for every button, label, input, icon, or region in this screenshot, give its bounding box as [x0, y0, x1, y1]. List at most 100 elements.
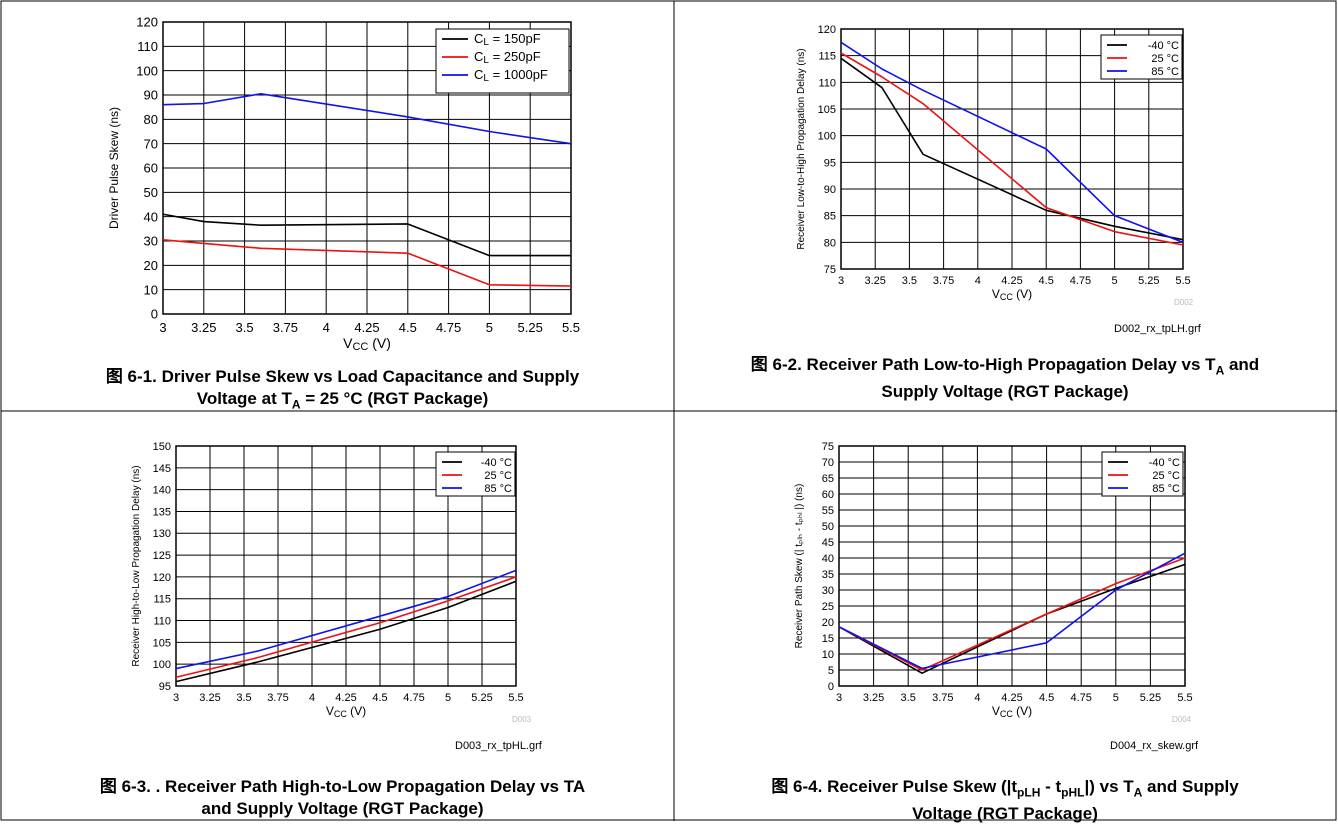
x-axis-label: VCC (V)	[343, 335, 391, 353]
y-tick-label: 115	[153, 594, 171, 606]
chart-2-grid	[840, 28, 1184, 270]
y-tick-label: 80	[824, 237, 836, 249]
y-tick-label: 70	[144, 136, 158, 151]
x-tick-label: 4	[975, 275, 981, 287]
x-tick-label: 4.25	[354, 320, 379, 335]
legend-label: CL = 250pF	[474, 49, 541, 66]
series-line	[175, 580, 517, 683]
y-tick-label: 120	[818, 24, 836, 36]
y-tick-label: 30	[822, 585, 834, 597]
y-tick-label: 50	[822, 521, 834, 533]
series-line	[840, 52, 1184, 246]
y-axis-label: Driver Pulse Skew (ns)	[107, 107, 121, 229]
y-axis-label: Receiver Low-to-High Propagation Delay (…	[796, 48, 807, 249]
y-tick-label: 100	[153, 659, 171, 671]
y-tick-label: 20	[144, 258, 158, 273]
y-tick-label: 90	[824, 184, 836, 196]
x-tick-label: 4	[309, 692, 315, 704]
x-tick-label: 4.75	[1070, 275, 1091, 287]
x-tick-label: 3.25	[191, 320, 216, 335]
chart-4-caption-line1: 图 6-4. Receiver Pulse Skew (|tpLH - tpHL…	[771, 777, 1239, 800]
x-tick-label: 4.5	[1039, 275, 1054, 287]
y-tick-label: 80	[144, 112, 158, 127]
y-tick-label: 40	[144, 209, 158, 224]
x-tick-label: 3	[159, 320, 166, 335]
x-tick-label: 4.5	[1039, 692, 1054, 704]
x-axis-label: VCC (V)	[992, 704, 1032, 719]
chart-4-caption: 图 6-4. Receiver Pulse Skew (|tpLH - tpHL…	[675, 776, 1335, 825]
series-line	[162, 238, 572, 287]
chart-2-caption: 图 6-2. Receiver Path Low-to-High Propaga…	[675, 354, 1335, 403]
series-line	[175, 576, 517, 679]
x-tick-label: 3.25	[863, 692, 884, 704]
legend-label: CL = 150pF	[474, 31, 541, 48]
plot-frame	[840, 28, 1184, 270]
chart-4-file: D004_rx_skew.grf	[1110, 740, 1199, 752]
chart-2-file: D002_rx_tpLH.grf	[1114, 323, 1201, 335]
y-tick-label: 100	[136, 63, 158, 78]
legend-label: 25 °C	[1151, 53, 1179, 65]
series-line	[840, 57, 1184, 241]
y-tick-label: 125	[153, 550, 171, 562]
series-line	[175, 569, 517, 670]
y-tick-label: 135	[153, 506, 171, 518]
x-axis-label: VCC (V)	[992, 287, 1032, 302]
plot-frame	[838, 445, 1186, 687]
chart-4-legend: -40 °C25 °C85 °C	[1101, 451, 1184, 497]
series-line	[840, 41, 1184, 244]
y-tick-label: 120	[153, 572, 171, 584]
chart-3-caption: 图 6-3. . Receiver Path High-to-Low Propa…	[20, 776, 665, 820]
x-tick-label: 3.25	[864, 275, 885, 287]
y-tick-label: 75	[824, 264, 836, 276]
x-tick-label: 4.25	[1001, 275, 1022, 287]
y-tick-label: 110	[153, 616, 171, 628]
chart-4-caption-line2: Voltage (RGT Package)	[912, 804, 1098, 824]
series-line	[162, 213, 571, 257]
chart-2: 3 3.25 3.5 3.75 4 4.25 4.5 4.75 5 5.25 5.5 75 80 85 90…	[796, 24, 1191, 302]
legend-label: -40 °C	[1149, 457, 1180, 469]
y-tick-label: 60	[822, 489, 834, 501]
legend-label: 25 °C	[484, 470, 512, 482]
y-tick-label: 90	[144, 88, 158, 103]
y-tick-label: 25	[822, 601, 834, 613]
y-tick-label: 115	[818, 51, 836, 63]
y-tick-label: 120	[136, 15, 158, 30]
y-tick-label: 10	[144, 282, 158, 297]
y-axis-label: Receiver Path Skew (| tₚₗₕ - tₚₕₗ |) (ns…	[794, 484, 805, 649]
x-tick-label: 5.25	[1140, 692, 1161, 704]
y-axis-label: Receiver High-to-Low Propagation Delay (…	[131, 465, 142, 666]
x-tick-label: 5.5	[508, 692, 523, 704]
x-tick-label: 5.25	[518, 320, 543, 335]
chart-1: 3 3.25 3.5 3.75 4 4.25 4.5 4.75 5 5.25 5.5 0 10 20 30 4…	[107, 15, 580, 353]
legend-label: -40 °C	[481, 457, 512, 469]
chart-1-caption: 图 6-1. Driver Pulse Skew vs Load Capacit…	[20, 366, 665, 415]
x-tick-label: 3.25	[199, 692, 220, 704]
legend-label: 85 °C	[1152, 483, 1180, 495]
y-tick-label: 95	[824, 157, 836, 169]
y-tick-label: 100	[818, 131, 836, 143]
series-line	[838, 557, 1186, 671]
x-tick-label: 4.25	[335, 692, 356, 704]
chart-4-code: D004	[1172, 715, 1192, 724]
legend-label: CL = 1000pF	[474, 67, 548, 84]
x-tick-label: 3	[173, 692, 179, 704]
chart-4: 3 3.25 3.5 3.75 4 4.25 4.5 4.75 5 5.25 5.5 0 5 10 15 20…	[794, 441, 1193, 719]
y-tick-label: 70	[822, 457, 834, 469]
x-tick-label: 4.25	[1001, 692, 1022, 704]
x-tick-label: 4.75	[403, 692, 424, 704]
x-tick-label: 3.5	[902, 275, 917, 287]
x-tick-label: 5.5	[1175, 275, 1190, 287]
y-tick-label: 0	[828, 681, 834, 693]
y-tick-label: 45	[822, 537, 834, 549]
x-tick-label: 4	[323, 320, 330, 335]
y-tick-label: 40	[822, 553, 834, 565]
x-tick-label: 3.75	[933, 275, 954, 287]
x-tick-label: 5.25	[471, 692, 492, 704]
y-tick-label: 145	[153, 463, 171, 475]
y-tick-label: 30	[144, 234, 158, 249]
x-tick-label: 4.75	[1070, 692, 1091, 704]
x-tick-label: 3.5	[236, 320, 254, 335]
